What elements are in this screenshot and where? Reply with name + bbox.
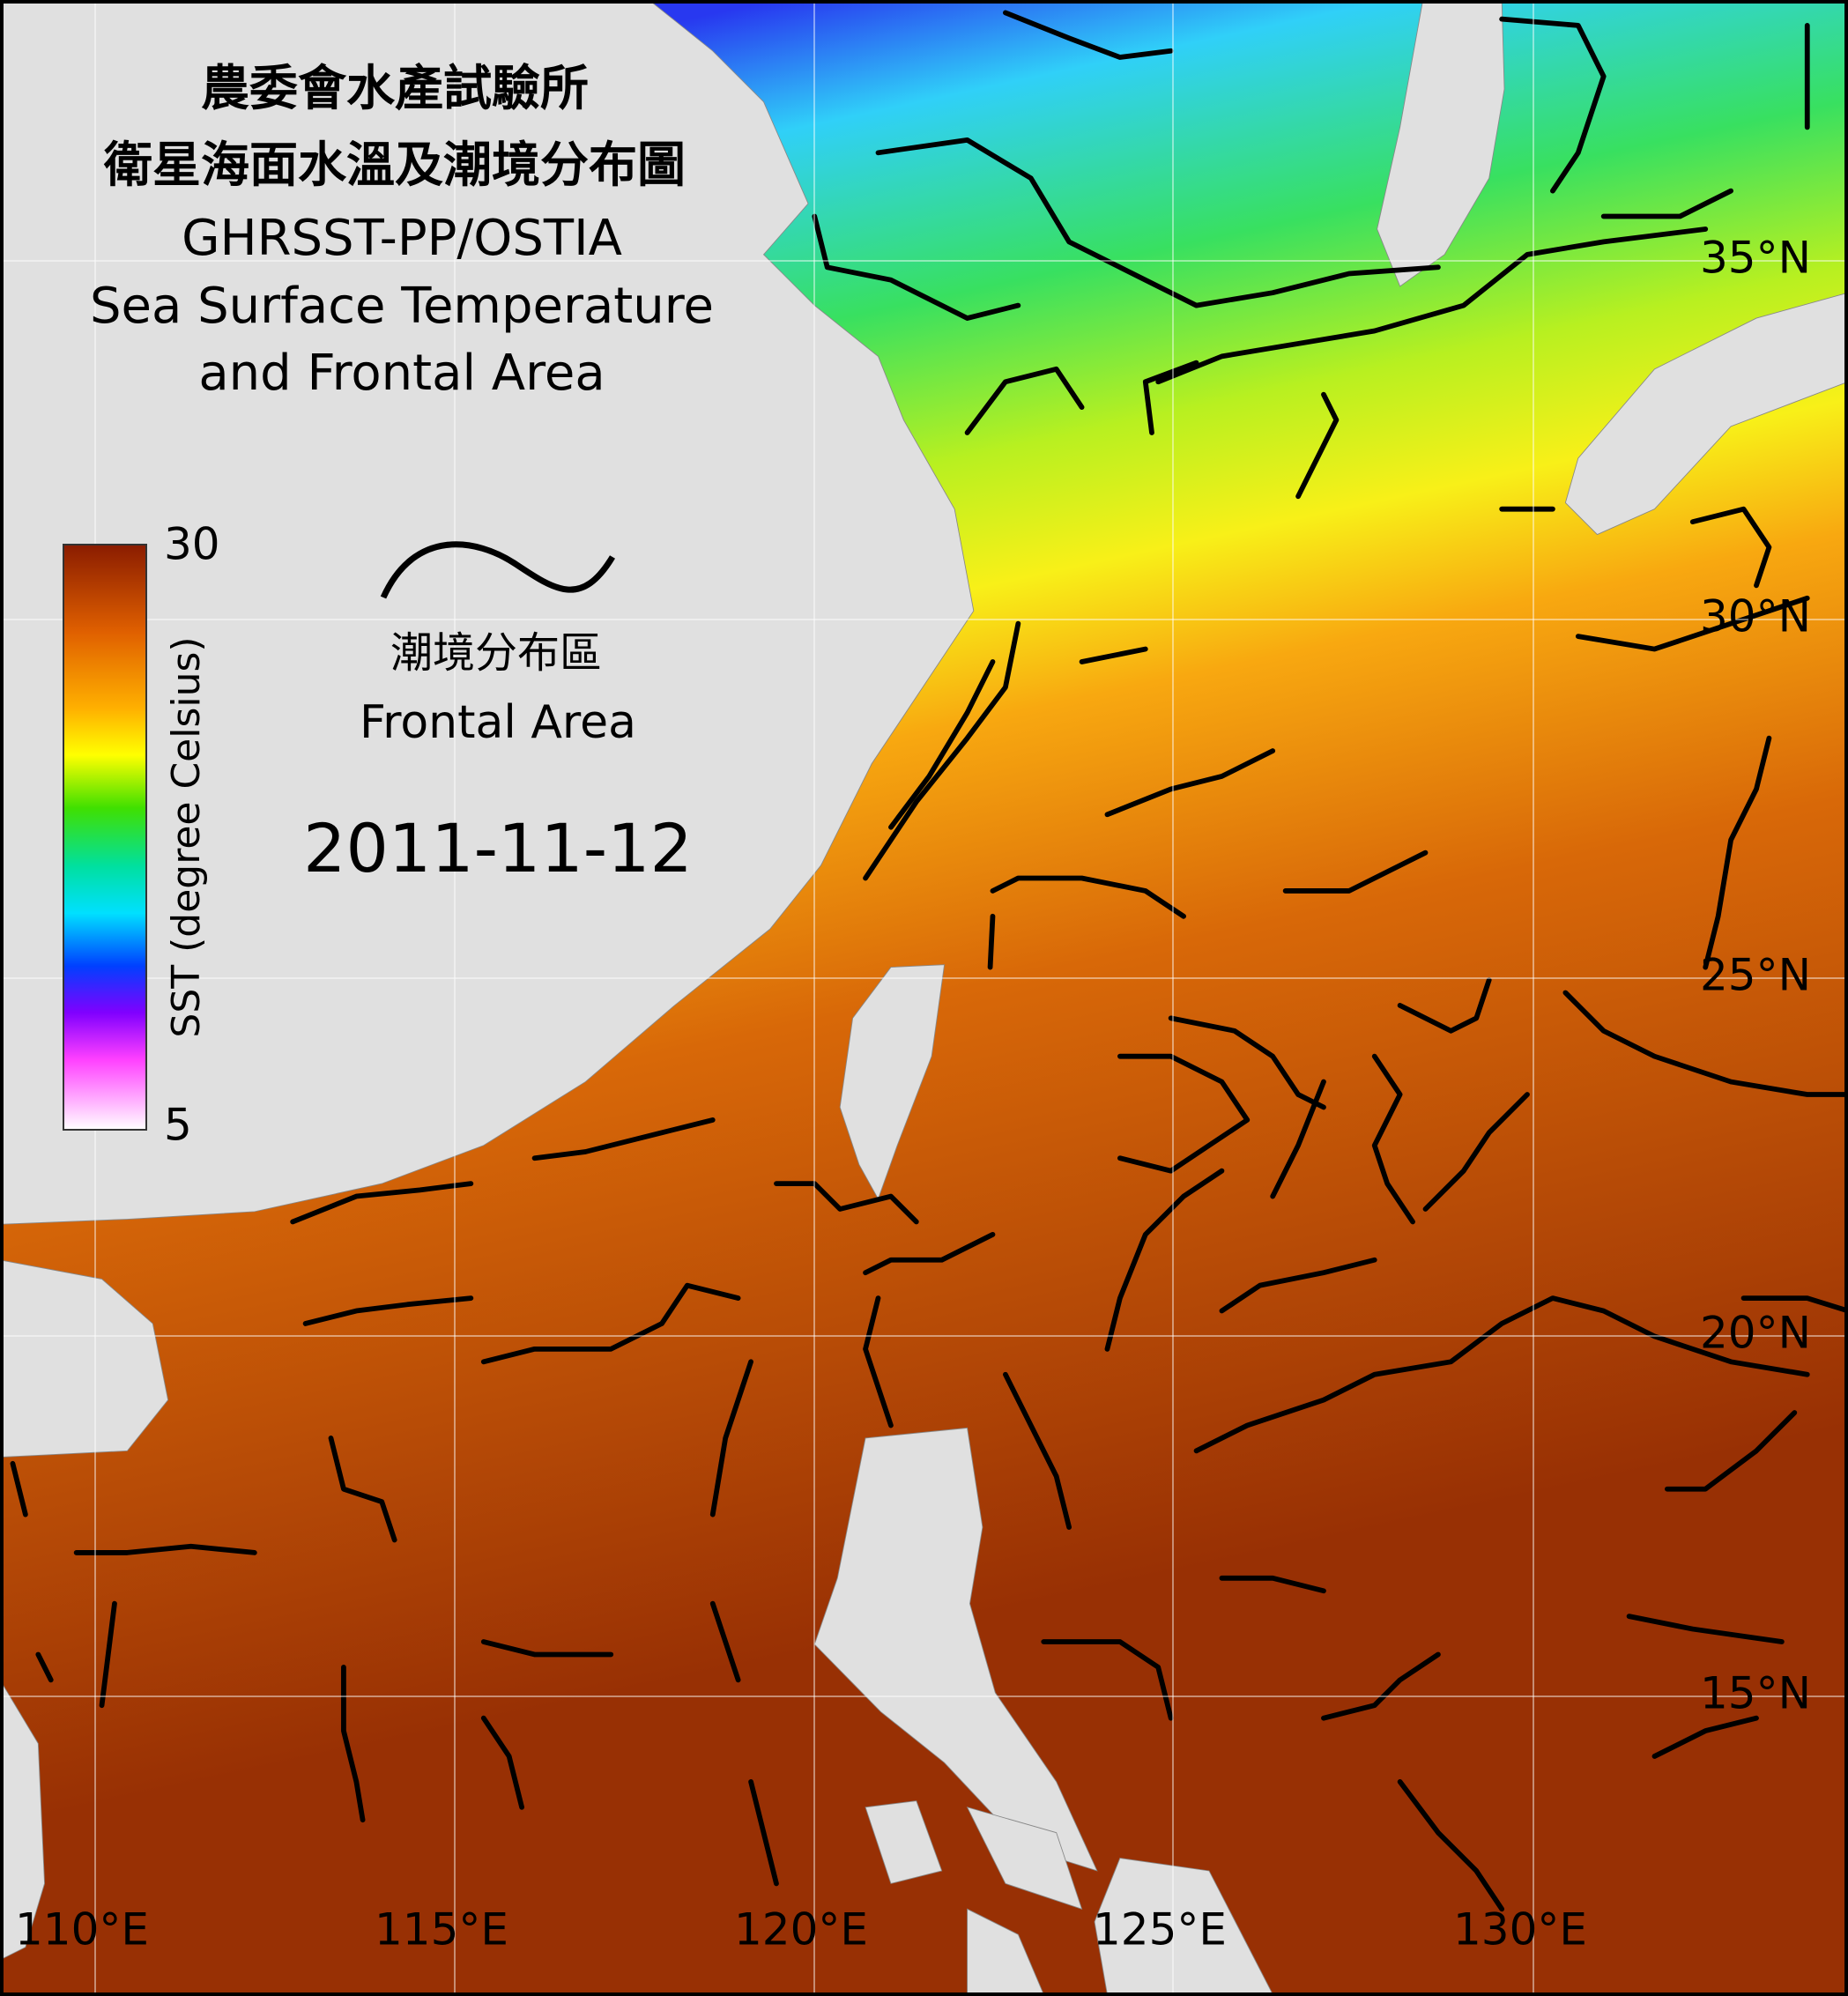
legend-label: 潮境分布區 [390,628,602,678]
land [0,0,975,1225]
latitude-label: 15°N [1700,1668,1811,1719]
longitude-label: 115°E [375,1904,508,1955]
land [0,1259,169,1458]
colorbar-label: SST (degree Celsius) [164,636,209,1037]
title: GHRSST-PP/OSTIA [182,210,622,267]
colorbar-tick-label: 30 [164,519,220,570]
title: 衛星海面水溫及潮境分布圖 [103,137,686,193]
latitude-label: 35°N [1700,233,1811,284]
colorbar-tick-label: 5 [164,1100,192,1151]
frontal-areas [10,10,1848,1912]
date: 2011-11-12 [303,809,693,887]
title: Sea Surface Temperature [90,278,714,335]
land [1377,0,1505,287]
longitude-label: 120°E [734,1904,868,1955]
longitude-label: 130°E [1453,1904,1587,1955]
land [1564,292,1848,536]
land [0,1679,45,1961]
latitude-label: 25°N [1700,950,1811,1001]
longitude-label: 125°E [1093,1904,1227,1955]
latitude-label: 20°N [1700,1308,1811,1359]
legend-label: Frontal Area [360,696,636,749]
legend-symbol [380,541,615,599]
longitude-label: 110°E [15,1904,149,1955]
title: and Frontal Area [198,345,605,402]
colorbar [63,544,147,1131]
land [865,1800,1273,1995]
latitude-label: 30°N [1700,591,1811,642]
title: 農委會水產試驗所 [201,60,589,116]
title-block: 農委會水產試驗所 衛星海面水溫及潮境分布圖 GHRSST-PP/OSTIA Se… [90,60,714,402]
